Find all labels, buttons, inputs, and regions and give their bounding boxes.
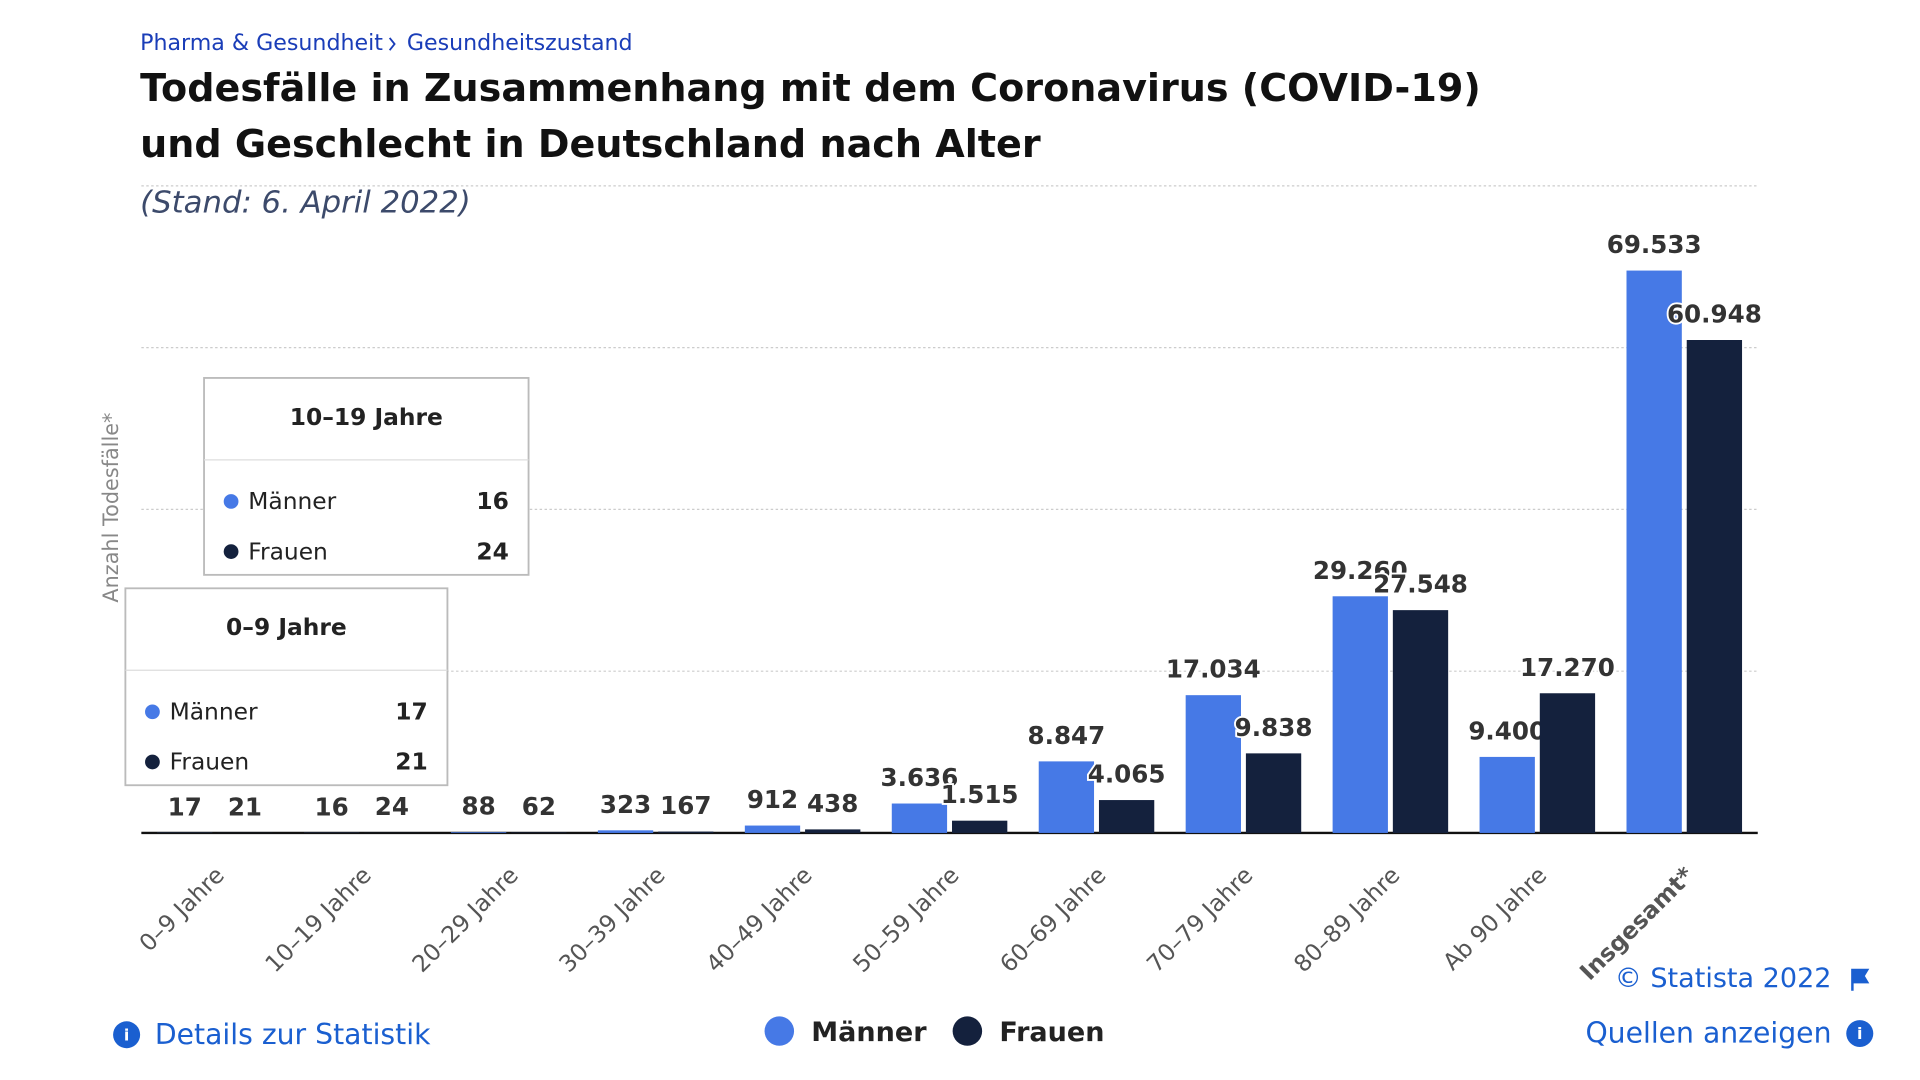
tooltip-box: [203, 377, 530, 576]
x-tick-label: Ab 90 Jahre: [1438, 862, 1552, 976]
tooltip-row-value: 21: [395, 749, 427, 776]
x-tick-label: 20–29 Jahre: [407, 862, 524, 978]
bar: [891, 803, 948, 833]
bar: [805, 829, 861, 833]
bar: [1245, 753, 1302, 833]
info-icon-glyph: i: [1857, 1024, 1862, 1043]
tooltip-row-value: 17: [395, 699, 427, 726]
bar: [1626, 270, 1682, 833]
value-label: 24: [375, 792, 409, 821]
x-tick-label: 70–79 Jahre: [1142, 862, 1259, 978]
tooltip-title: 0–9 Jahre: [226, 614, 347, 641]
tooltip-row-value: 16: [476, 488, 508, 515]
breadcrumb-link[interactable]: Gesundheitszustand: [407, 31, 633, 56]
x-tick-label: 60–69 Jahre: [995, 862, 1112, 978]
bar: [1098, 800, 1155, 833]
tooltip-marker: [223, 494, 239, 509]
info-icon-glyph: i: [124, 1025, 129, 1044]
legend-marker: [764, 1016, 795, 1046]
value-label: 3.636: [881, 763, 959, 792]
value-label: 4.065: [1088, 760, 1166, 789]
value-label: 60.948: [1667, 300, 1762, 329]
bar: [450, 832, 507, 833]
details-link[interactable]: Details zur Statistik: [155, 1018, 431, 1051]
value-label: 912: [747, 785, 798, 814]
tooltip-row-name: Frauen: [248, 538, 328, 565]
tooltip-box: [124, 587, 449, 787]
bar: [1686, 339, 1743, 833]
tooltip-row-value: 24: [476, 538, 508, 565]
bar: [1539, 693, 1596, 833]
chart-title: Todesfälle in Zusammenhang mit dem Coron…: [140, 66, 1481, 110]
value-label: 88: [461, 792, 495, 821]
info-icon[interactable]: [1846, 1020, 1874, 1047]
x-tick-label: 80–89 Jahre: [1289, 862, 1406, 978]
bar: [744, 825, 801, 833]
legend-label: Männer: [811, 1017, 927, 1048]
bar: [1332, 596, 1388, 833]
tooltip-marker: [223, 544, 239, 559]
x-tick-label: 40–49 Jahre: [701, 862, 818, 978]
value-label: 17.034: [1166, 655, 1261, 684]
value-label: 1.515: [941, 780, 1019, 809]
x-tick-label: 50–59 Jahre: [848, 862, 965, 978]
value-label: 323: [600, 790, 651, 819]
flag-icon[interactable]: [1851, 968, 1870, 991]
value-label: 62: [522, 792, 556, 821]
y-axis-label: Anzahl Todesfälle*: [99, 413, 123, 603]
value-label: 9.838: [1235, 713, 1313, 742]
bar: [1038, 761, 1095, 833]
bar: [1392, 610, 1449, 833]
bar: [511, 832, 567, 833]
value-label: 9.400: [1468, 716, 1546, 745]
bar: [597, 830, 654, 833]
copyright: © Statista 2022: [1615, 963, 1832, 994]
legend-label: Frauen: [999, 1017, 1104, 1048]
x-tick-label: 30–39 Jahre: [554, 862, 671, 978]
value-label: 27.548: [1373, 570, 1468, 599]
bar: [658, 831, 714, 833]
tooltip-marker: [145, 754, 160, 770]
tooltip-row-name: Männer: [248, 488, 336, 515]
value-label: 29.260: [1313, 556, 1408, 585]
tooltip-title: 10–19 Jahre: [290, 404, 443, 431]
bar: [952, 820, 1008, 833]
tooltip-row-name: Männer: [170, 699, 258, 726]
value-label: 438: [807, 789, 858, 818]
value-label: 16: [315, 792, 349, 821]
breadcrumb-link[interactable]: Pharma & Gesundheit: [140, 31, 383, 56]
bar: [1185, 695, 1241, 833]
info-icon[interactable]: [113, 1021, 141, 1049]
value-label: 17.270: [1520, 653, 1615, 682]
bar: [1479, 756, 1535, 833]
value-label: 17: [168, 792, 202, 821]
tooltip-row-name: Frauen: [170, 749, 250, 776]
breadcrumb-separator: [388, 37, 396, 51]
value-label: 167: [660, 791, 711, 820]
x-tick-label: 10–19 Jahre: [260, 862, 377, 978]
chart-subtitle: (Stand: 6. April 2022): [140, 186, 471, 221]
x-tick-label: 0–9 Jahre: [134, 862, 230, 957]
value-label: 8.847: [1028, 721, 1106, 750]
legend-marker: [952, 1016, 983, 1046]
sources-link[interactable]: Quellen anzeigen: [1585, 1017, 1831, 1050]
value-label: 69.533: [1607, 230, 1702, 259]
chart-title: und Geschlecht in Deutschland nach Alter: [140, 122, 1041, 166]
value-label: 21: [228, 792, 262, 821]
tooltip-marker: [145, 704, 160, 720]
